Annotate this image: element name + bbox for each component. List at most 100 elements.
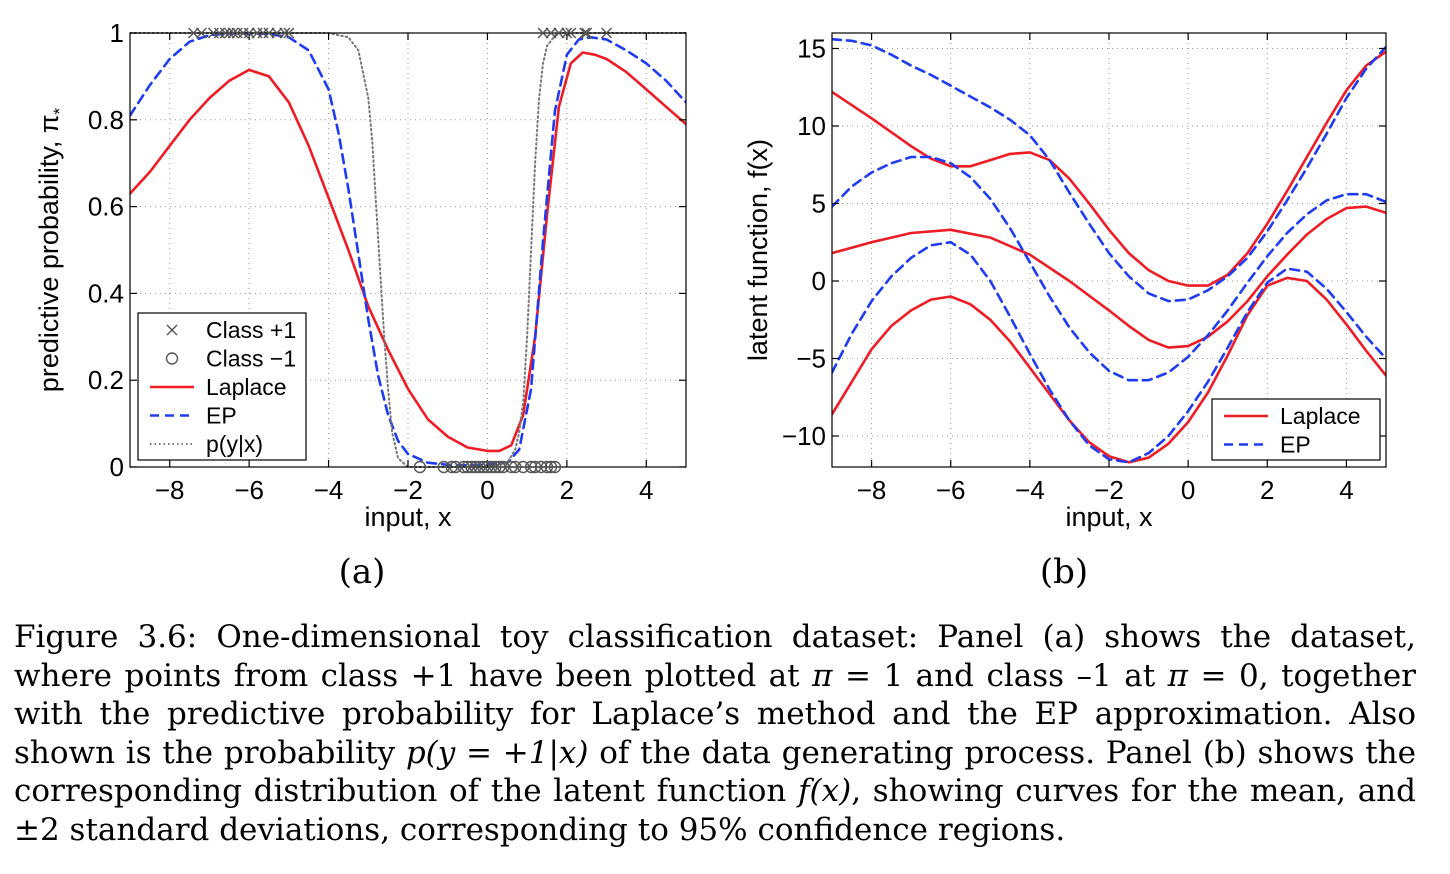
series-circle-marker [413, 460, 562, 474]
x-tick-label: −8 [857, 475, 887, 505]
panel-a-ticks: −8 −6 −4 −2 0 2 4 0 0.2 0.4 0.6 0.8 1 [88, 18, 686, 505]
figure: −8 −6 −4 −2 0 2 4 0 0.2 0.4 0.6 0.8 1 input, x predi… [34, 18, 1387, 592]
legend-label: Class +1 [206, 317, 296, 343]
y-tick-label: 0 [812, 266, 826, 296]
class-plus1-point [561, 27, 573, 39]
legend-box [1211, 398, 1381, 461]
class-plus1-point [537, 27, 549, 39]
class-minus1-point [534, 460, 548, 474]
class-plus1-point [279, 27, 291, 39]
x-tick-label: −6 [234, 475, 264, 505]
class-minus1-point [528, 460, 542, 474]
x-tick-label: 0 [480, 475, 494, 505]
class-minus1-point [540, 460, 554, 474]
panel-b-plot [832, 37, 1386, 464]
x-tick-label: 2 [1260, 475, 1274, 505]
class-minus1-point [413, 460, 427, 474]
legend-circle-symbol [165, 352, 179, 365]
panel-a-ylabel-main: predictive probability, π [34, 114, 64, 392]
legend-label: Laplace [1280, 403, 1361, 429]
figure-caption: Figure 3.6: One-dimensional toy classifi… [14, 618, 1416, 849]
class-minus1-point [548, 460, 562, 474]
panel-b: −8 −6 −4 −2 0 2 4 −10 −5 0 5 10 15 input, x latent f… [743, 32, 1387, 592]
series-line-solid-red [130, 51, 686, 453]
class-plus1-point [271, 27, 283, 39]
caption-math-p: p(y = +1|x) [405, 734, 589, 771]
class-plus1-point [579, 27, 591, 39]
panel-b-label: (b) [1040, 552, 1088, 592]
legend-label: EP [206, 403, 237, 429]
class-minus1-point [473, 460, 486, 474]
class-minus1-point [445, 460, 458, 474]
y-tick-label: 1 [110, 18, 124, 48]
series-line-dashed-blue-lower [832, 240, 1386, 464]
caption-figure-label: Figure 3.6: [14, 619, 198, 655]
legend-label: Class −1 [206, 346, 296, 372]
panel-a-xlabel: input, x [364, 502, 452, 532]
class-minus1-point [524, 460, 538, 474]
class-minus1-point [497, 460, 510, 474]
caption-text-3: = 0, together with the predictive probab… [14, 657, 1416, 771]
panel-b-ticks: −8 −6 −4 −2 0 2 4 −10 −5 0 5 10 15 [782, 33, 1386, 505]
series-line-dashed-blue-upper [832, 37, 1386, 303]
caption-text-5: , showing curves for the mean, and ±2 st… [14, 773, 1416, 848]
series-cross-marker [188, 27, 613, 39]
class-minus1-point [481, 460, 494, 474]
class-minus1-point [505, 460, 518, 474]
caption-pi-2: π [1167, 657, 1189, 694]
class-plus1-point [545, 27, 557, 39]
class-minus1-point [437, 460, 450, 474]
x-tick-label: 4 [1339, 475, 1353, 505]
class-minus1-point [469, 460, 482, 474]
y-tick-label: 0.2 [88, 365, 124, 395]
class-plus1-point [283, 27, 295, 39]
class-minus1-point [461, 460, 474, 474]
legend-label: p(y|x) [206, 431, 263, 457]
class-plus1-point [263, 27, 275, 39]
y-tick-label: 0.6 [88, 192, 124, 222]
y-tick-label: 15 [797, 34, 826, 64]
class-minus1-point [485, 460, 498, 474]
series-line-solid-red-mean [832, 205, 1386, 349]
figure-svg: −8 −6 −4 −2 0 2 4 0 0.2 0.4 0.6 0.8 1 input, x predi… [34, 18, 1387, 592]
class-minus1-point [544, 460, 558, 474]
class-minus1-point [477, 460, 490, 474]
caption-math-f: f(x) [798, 773, 852, 809]
class-plus1-point [227, 27, 239, 39]
panel-a-ylabel-sub: * [50, 107, 69, 114]
y-tick-label: −10 [782, 421, 826, 451]
x-tick-label: −8 [155, 475, 185, 505]
y-tick-label: 0 [110, 452, 124, 482]
caption-text-2: = 1 and class –1 at [832, 657, 1168, 694]
class-plus1-point [565, 27, 577, 39]
x-tick-label: −4 [314, 475, 344, 505]
series-line-dashed-blue-mean [832, 155, 1386, 382]
class-minus1-point [449, 460, 462, 474]
class-minus1-point [489, 460, 502, 474]
y-tick-label: 0.4 [88, 278, 124, 308]
class-plus1-point [243, 27, 255, 39]
class-plus1-point [219, 27, 231, 39]
class-plus1-point [581, 27, 593, 39]
caption-text-4: of the data generating process. Panel (b… [14, 734, 1416, 810]
x-tick-label: −6 [936, 475, 966, 505]
series-line-solid-red-lower [832, 276, 1386, 464]
legend-label: Laplace [206, 374, 287, 400]
caption-pi-1: π [812, 657, 833, 694]
class-plus1-point [553, 27, 565, 39]
legend-label: EP [1280, 432, 1311, 458]
panel-b-xlabel: input, x [1065, 502, 1153, 532]
panel-a: −8 −6 −4 −2 0 2 4 0 0.2 0.4 0.6 0.8 1 input, x predi… [34, 18, 687, 592]
x-tick-label: −2 [393, 475, 423, 505]
y-tick-label: 5 [812, 189, 826, 219]
x-tick-label: −4 [1015, 475, 1045, 505]
class-minus1-point [493, 460, 506, 474]
class-minus1-point [457, 460, 470, 474]
caption-text-1: One-dimensional toy classification datas… [14, 619, 1416, 694]
x-tick-label: 4 [639, 475, 653, 505]
class-plus1-point [223, 27, 235, 39]
x-tick-label: 0 [1181, 475, 1195, 505]
y-tick-label: 0.8 [88, 105, 124, 135]
class-plus1-point [188, 27, 200, 39]
